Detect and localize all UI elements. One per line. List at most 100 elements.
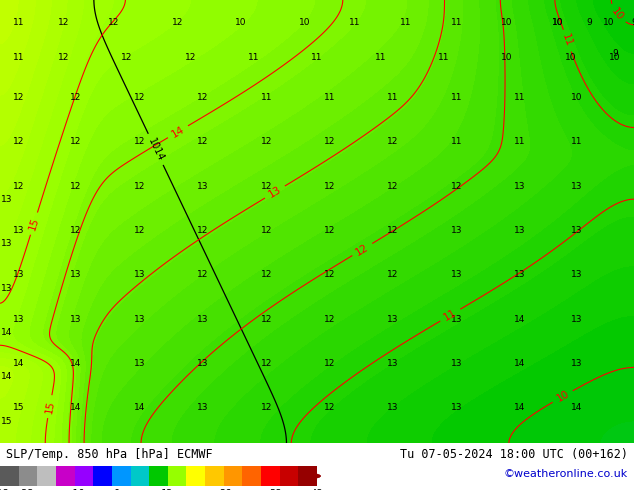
Text: 11: 11 <box>514 137 526 147</box>
Text: 12: 12 <box>324 226 335 235</box>
Text: 12: 12 <box>261 270 272 279</box>
Text: 13: 13 <box>387 359 399 368</box>
Bar <box>37 466 56 486</box>
Text: 13: 13 <box>134 270 145 279</box>
Text: 38: 38 <box>269 489 281 490</box>
Text: 12: 12 <box>261 226 272 235</box>
Text: 13: 13 <box>571 315 583 324</box>
Text: 10: 10 <box>552 18 564 26</box>
Text: 12: 12 <box>134 137 145 147</box>
Text: 12: 12 <box>451 182 462 191</box>
Text: 12: 12 <box>324 403 335 413</box>
Text: 12: 12 <box>197 137 209 147</box>
Text: 12: 12 <box>13 182 25 191</box>
Text: 11: 11 <box>451 137 462 147</box>
Text: 12: 12 <box>324 359 335 368</box>
Text: 12: 12 <box>121 53 133 62</box>
Text: 12: 12 <box>261 315 272 324</box>
Text: 13: 13 <box>451 359 462 368</box>
Text: 13: 13 <box>451 403 462 413</box>
Text: 10: 10 <box>571 93 583 102</box>
Text: 13: 13 <box>1 195 12 204</box>
Bar <box>186 466 205 486</box>
Bar <box>299 466 317 486</box>
Text: 11: 11 <box>571 137 583 147</box>
Text: 11: 11 <box>438 53 450 62</box>
Text: 13: 13 <box>70 270 82 279</box>
Bar <box>18 466 37 486</box>
Bar <box>56 466 75 486</box>
Text: 26: 26 <box>219 489 231 490</box>
Text: 13: 13 <box>514 226 526 235</box>
Text: 13: 13 <box>197 359 209 368</box>
Text: 13: 13 <box>134 315 145 324</box>
Text: 11: 11 <box>349 18 361 26</box>
Text: 12: 12 <box>197 226 209 235</box>
Text: 11: 11 <box>324 93 335 102</box>
Text: 13: 13 <box>134 359 145 368</box>
Bar <box>280 466 299 486</box>
Text: 13: 13 <box>13 315 25 324</box>
Text: 11: 11 <box>514 93 526 102</box>
Text: 12: 12 <box>70 137 82 147</box>
Text: 13: 13 <box>451 226 462 235</box>
Text: 15: 15 <box>1 417 12 426</box>
Text: 11: 11 <box>375 53 386 62</box>
Text: 11: 11 <box>400 18 411 26</box>
Text: 10: 10 <box>565 53 576 62</box>
Text: 13: 13 <box>571 182 583 191</box>
Text: 12: 12 <box>324 137 335 147</box>
Bar <box>131 466 149 486</box>
Bar <box>261 466 280 486</box>
Text: 11: 11 <box>248 53 259 62</box>
Text: 13: 13 <box>70 315 82 324</box>
Text: 13: 13 <box>1 240 12 248</box>
Text: 13: 13 <box>387 403 399 413</box>
Text: 10: 10 <box>603 18 614 26</box>
Text: 12: 12 <box>324 315 335 324</box>
Text: 12: 12 <box>261 137 272 147</box>
Text: 12: 12 <box>13 93 25 102</box>
Text: 11: 11 <box>560 33 574 49</box>
Bar <box>93 466 112 486</box>
Bar <box>112 466 131 486</box>
Text: 11: 11 <box>261 93 272 102</box>
Text: 12: 12 <box>58 18 69 26</box>
Text: 13: 13 <box>571 226 583 235</box>
Text: 12: 12 <box>70 93 82 102</box>
Bar <box>0 466 18 486</box>
Text: 1014: 1014 <box>146 136 165 163</box>
Text: 14: 14 <box>1 372 12 381</box>
Text: 10: 10 <box>299 18 310 26</box>
Text: 14: 14 <box>134 403 145 413</box>
Text: 12: 12 <box>172 18 183 26</box>
Text: 12: 12 <box>58 53 69 62</box>
Text: 12: 12 <box>387 226 399 235</box>
Text: 12: 12 <box>13 137 25 147</box>
Text: 13: 13 <box>267 184 283 200</box>
Text: 13: 13 <box>197 182 209 191</box>
Text: 13: 13 <box>1 284 12 293</box>
Text: 12: 12 <box>197 93 209 102</box>
Text: 12: 12 <box>197 270 209 279</box>
Text: 14: 14 <box>70 359 82 368</box>
Text: 10: 10 <box>555 389 571 404</box>
Text: 13: 13 <box>514 182 526 191</box>
Text: 12: 12 <box>160 489 173 490</box>
Text: -10: -10 <box>66 489 84 490</box>
Text: 14: 14 <box>514 315 526 324</box>
Text: 12: 12 <box>387 270 399 279</box>
Text: 11: 11 <box>311 53 323 62</box>
Bar <box>224 466 242 486</box>
Text: 12: 12 <box>261 359 272 368</box>
Text: 9: 9 <box>586 18 593 26</box>
Bar <box>242 466 261 486</box>
Text: 13: 13 <box>451 270 462 279</box>
Text: SLP/Temp. 850 hPa [hPa] ECMWF: SLP/Temp. 850 hPa [hPa] ECMWF <box>6 448 213 461</box>
Text: 13: 13 <box>514 270 526 279</box>
Text: 12: 12 <box>261 182 272 191</box>
Text: -22: -22 <box>16 489 34 490</box>
Text: 14: 14 <box>170 124 186 139</box>
Text: Tu 07-05-2024 18:00 UTC (00+162): Tu 07-05-2024 18:00 UTC (00+162) <box>399 448 628 461</box>
Text: 10: 10 <box>609 6 625 22</box>
